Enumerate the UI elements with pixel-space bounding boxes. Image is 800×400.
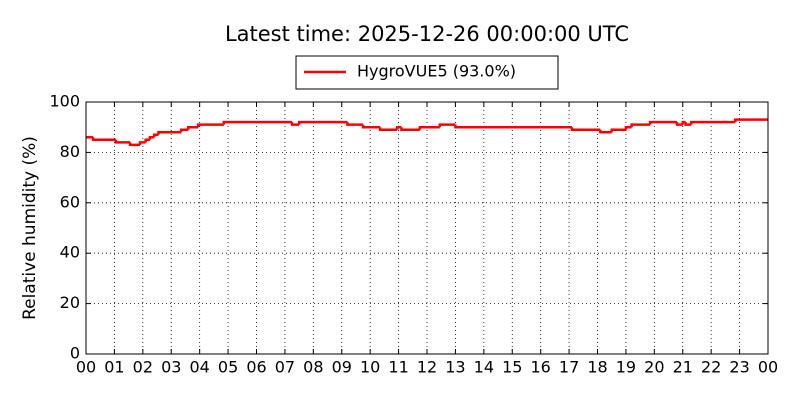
line-step — [570, 127, 601, 131]
x-tick-label: 12 — [417, 358, 437, 377]
x-tick-label: 06 — [246, 358, 266, 377]
x-tick-label: 14 — [474, 358, 494, 377]
line-step — [361, 124, 381, 129]
x-tick-label: 07 — [275, 358, 295, 377]
line-step — [91, 137, 116, 142]
line-step — [297, 120, 348, 125]
x-tick-label: 08 — [303, 358, 323, 377]
line-step — [290, 122, 300, 126]
x-tick-label: 09 — [332, 358, 352, 377]
x-tick-label: 01 — [104, 358, 124, 377]
line-step — [624, 125, 632, 130]
line-step — [599, 129, 612, 134]
line-step — [690, 120, 736, 125]
x-tick-label: 18 — [587, 358, 607, 377]
x-tick-label: 05 — [218, 358, 238, 377]
y-tick-label: 40 — [60, 243, 80, 262]
line-step — [395, 125, 402, 130]
x-tick-label: 03 — [161, 358, 181, 377]
line-step — [179, 128, 189, 133]
line-step — [187, 125, 199, 130]
line-step — [144, 138, 150, 143]
line-step — [128, 142, 140, 147]
line-step — [400, 127, 420, 131]
line-step — [734, 118, 768, 123]
x-tick-label: 17 — [559, 358, 579, 377]
y-tick-label: 20 — [60, 293, 80, 312]
line-step — [610, 128, 626, 133]
x-tick-label: 10 — [360, 358, 380, 377]
line-step — [148, 136, 155, 140]
line-step — [648, 120, 678, 125]
x-tick-label: 20 — [644, 358, 664, 377]
line-step — [675, 122, 683, 126]
x-tick-label: 00 — [76, 358, 96, 377]
x-tick-label: 13 — [445, 358, 465, 377]
legend-label: HygroVUE5 (93.0%) — [357, 62, 516, 81]
x-tick-label: 11 — [388, 358, 408, 377]
x-tick-label: 02 — [133, 358, 153, 377]
line-step — [630, 123, 651, 128]
x-tick-label: 00 — [758, 358, 778, 377]
line-step — [222, 120, 293, 125]
line-step — [378, 127, 398, 131]
y-tick-label: 80 — [60, 142, 80, 161]
y-tick-label: 100 — [49, 92, 80, 111]
x-tick-label: 15 — [502, 358, 522, 377]
x-tick-label: 21 — [673, 358, 693, 377]
x-tick-label: 23 — [729, 358, 749, 377]
line-step — [152, 133, 159, 138]
x-tick-label: 04 — [189, 358, 209, 377]
line-step — [138, 141, 146, 145]
line-step — [346, 122, 364, 126]
x-tick-label: 16 — [530, 358, 550, 377]
line-step — [196, 123, 224, 128]
x-tick-label: 19 — [616, 358, 636, 377]
plot-frame — [85, 101, 769, 355]
line-step — [454, 124, 572, 129]
line-step — [114, 139, 131, 144]
line-step — [438, 123, 456, 128]
line-step — [684, 122, 692, 126]
line-step — [418, 125, 440, 130]
y-tick-label: 0 — [70, 344, 80, 363]
y-axis-label: Relative humidity (%) — [20, 136, 40, 320]
y-tick-label: 60 — [60, 192, 80, 211]
line-step — [157, 130, 182, 135]
x-tick-label: 22 — [701, 358, 721, 377]
chart-title: Latest time: 2025-12-26 00:00:00 UTC — [225, 22, 629, 46]
